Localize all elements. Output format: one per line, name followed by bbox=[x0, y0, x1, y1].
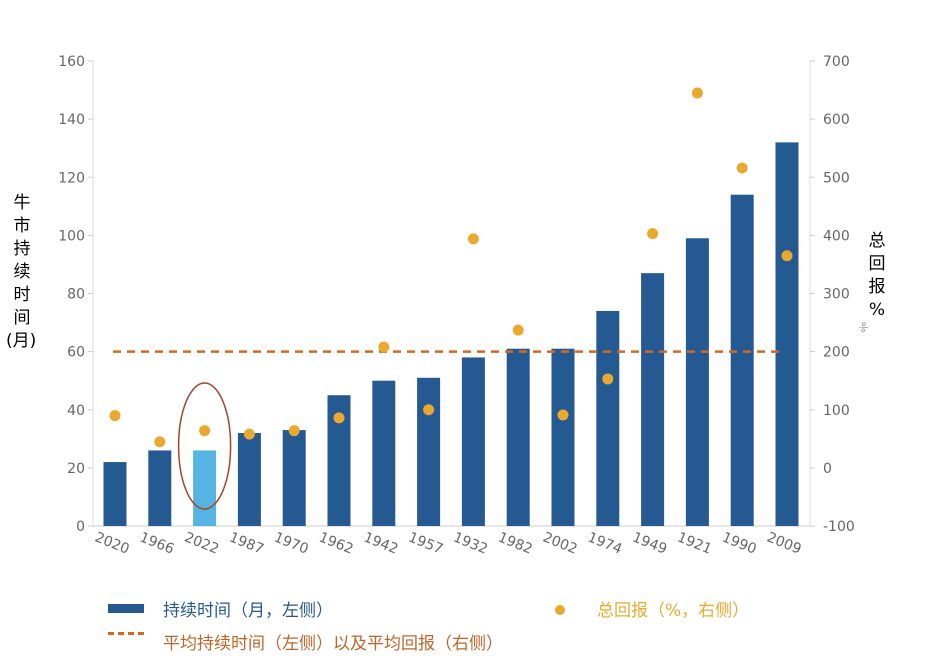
bar-1957 bbox=[417, 377, 441, 526]
legend-dot-label: 总回报（%，右侧） bbox=[597, 601, 750, 621]
left-tick-label: 100 bbox=[58, 228, 85, 244]
left-tick-label: 160 bbox=[58, 54, 85, 70]
left-tick-label: 60 bbox=[67, 345, 85, 361]
dot-1942 bbox=[378, 341, 390, 353]
bar-1921 bbox=[685, 238, 709, 526]
dot-1966 bbox=[154, 436, 166, 448]
right-tick-label: 300 bbox=[823, 287, 850, 303]
right-tick-label: 0 bbox=[823, 461, 832, 477]
legend-bar-label: 持续时间（月，左侧） bbox=[163, 601, 333, 621]
dot-2009 bbox=[781, 250, 793, 262]
x-tick-label: 1949 bbox=[630, 530, 669, 558]
dot-2002 bbox=[557, 409, 569, 421]
x-tick-label: 1962 bbox=[316, 530, 355, 558]
left-tick-label: 20 bbox=[67, 461, 85, 477]
x-tick-label: 1982 bbox=[496, 530, 535, 558]
x-tick-label: 1966 bbox=[137, 530, 176, 558]
dot-1970 bbox=[288, 425, 300, 437]
x-tick-label: 1942 bbox=[361, 530, 400, 558]
bar-1949 bbox=[641, 273, 665, 526]
legend-bar-swatch bbox=[108, 604, 144, 613]
right-tick-label: 600 bbox=[823, 112, 850, 128]
left-tick-label: 40 bbox=[67, 403, 85, 419]
bar-1932 bbox=[461, 357, 485, 526]
x-tick-label: 1932 bbox=[451, 530, 490, 558]
x-tick-label: 2002 bbox=[540, 530, 579, 558]
dot-2022 bbox=[199, 425, 211, 437]
dot-1987 bbox=[243, 428, 255, 440]
right-tick-label: 200 bbox=[823, 345, 850, 361]
x-tick-label: 1974 bbox=[585, 530, 624, 558]
dot-1921 bbox=[691, 87, 703, 99]
dot-1962 bbox=[333, 412, 345, 424]
right-axis-unit: % bbox=[855, 321, 869, 335]
x-tick-label: 1957 bbox=[406, 530, 445, 558]
dot-1974 bbox=[602, 373, 614, 385]
dot-1957 bbox=[423, 404, 435, 416]
right-tick-label: 700 bbox=[823, 54, 850, 70]
x-tick-label: 1921 bbox=[675, 530, 714, 558]
left-axis-title: 牛市持续时间 (月) bbox=[6, 193, 37, 351]
legend-average-swatch bbox=[108, 632, 144, 635]
bar-1966 bbox=[148, 450, 172, 526]
dot-1949 bbox=[647, 228, 659, 240]
bar-2022 bbox=[193, 450, 217, 526]
left-tick-label: 140 bbox=[58, 112, 85, 128]
left-tick-label: 0 bbox=[76, 519, 85, 535]
bar-1974 bbox=[596, 310, 620, 526]
right-tick-label: 100 bbox=[823, 403, 850, 419]
right-tick-label: 500 bbox=[823, 170, 850, 186]
left-tick-label: 120 bbox=[58, 170, 85, 186]
right-tick-label: -100 bbox=[823, 519, 855, 535]
bar-1962 bbox=[327, 395, 351, 526]
bar-1970 bbox=[282, 430, 306, 526]
bar-1982 bbox=[506, 348, 530, 526]
x-tick-label: 2022 bbox=[182, 530, 221, 558]
x-tick-label: 1987 bbox=[227, 530, 266, 558]
x-tick-label: 1970 bbox=[272, 530, 311, 558]
bar-2020 bbox=[103, 462, 127, 526]
x-tick-label: 2009 bbox=[764, 530, 803, 558]
bar-1987 bbox=[237, 433, 261, 526]
dot-2020 bbox=[109, 410, 121, 422]
dot-1932 bbox=[467, 233, 479, 245]
right-axis-title: 总回报% bbox=[868, 231, 886, 320]
legend-dot-swatch bbox=[555, 605, 565, 615]
legend-average-label: 平均持续时间（左侧）以及平均回报（右侧） bbox=[163, 634, 503, 654]
bar-2009 bbox=[775, 142, 799, 526]
x-tick-label: 1990 bbox=[720, 530, 759, 558]
bar-2002 bbox=[551, 348, 575, 526]
dot-1982 bbox=[512, 324, 524, 336]
x-tick-label: 2020 bbox=[92, 530, 131, 558]
left-tick-label: 80 bbox=[67, 287, 85, 303]
dot-1990 bbox=[736, 162, 748, 174]
highlight-ellipse bbox=[177, 382, 232, 510]
right-tick-label: 400 bbox=[823, 228, 850, 244]
bar-1990 bbox=[730, 194, 754, 526]
bar-1942 bbox=[372, 380, 396, 526]
